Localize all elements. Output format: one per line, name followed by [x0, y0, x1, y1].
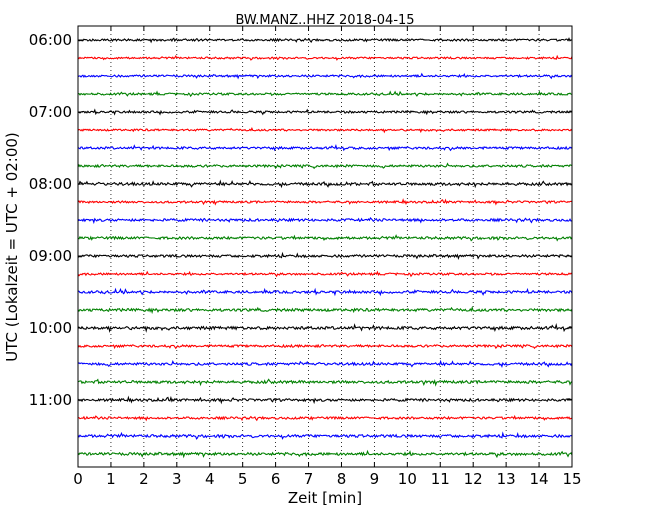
y-axis: 06:00 07:00 08:00 09:00 10:00 11:00 [29, 31, 572, 409]
trace-1015 [77, 343, 573, 350]
trace-0630 [77, 72, 573, 80]
trace-0845 [77, 234, 573, 242]
y-tick-label: 06:00 [29, 31, 72, 49]
y-tick-label: 10:00 [29, 319, 72, 337]
y-tick-label: 07:00 [29, 103, 72, 121]
x-tick-label: 13 [497, 470, 516, 488]
y-tick-label: 09:00 [29, 247, 72, 265]
x-tick-label: 8 [337, 470, 347, 488]
trace-0615 [77, 54, 573, 61]
x-tick-label: 7 [304, 470, 314, 488]
x-tick-label: 2 [139, 470, 149, 488]
trace-1130 [77, 431, 573, 440]
x-tick-label: 0 [73, 470, 83, 488]
x-tick-label: 10 [398, 470, 417, 488]
trace-0600 [77, 37, 573, 44]
trace-1030 [77, 359, 573, 368]
traces [77, 37, 573, 459]
trace-0945 [77, 305, 573, 315]
x-tick-label: 12 [464, 470, 483, 488]
grid [110, 26, 540, 467]
x-tick-label: 9 [370, 470, 380, 488]
x-tick-label: 11 [431, 470, 450, 488]
x-tick-label: 15 [562, 470, 581, 488]
trace-1145 [77, 449, 573, 459]
plot-frame [77, 25, 573, 468]
x-tick-label: 6 [271, 470, 281, 488]
x-tick-label: 3 [172, 470, 182, 488]
trace-0715 [77, 127, 573, 134]
y-tick-label: 11:00 [29, 391, 72, 409]
chart-title: BW.MANZ..HHZ 2018-04-15 [235, 13, 414, 28]
trace-0915 [77, 270, 573, 278]
trace-0815 [77, 198, 573, 206]
trace-0730 [77, 144, 573, 152]
trace-1115 [77, 414, 573, 422]
trace-1100 [77, 395, 573, 405]
x-tick-label: 1 [106, 470, 116, 488]
x-axis: 0 1 2 3 4 5 6 7 8 9 10 11 12 13 14 15 [73, 26, 582, 488]
trace-1045 [77, 378, 573, 387]
x-tick-label: 5 [238, 470, 248, 488]
trace-0830 [77, 217, 573, 225]
trace-0900 [77, 251, 573, 261]
trace-0745 [77, 162, 573, 170]
y-axis-label: UTC (Lokalzeit = UTC + 02:00) [3, 132, 21, 362]
trace-0800 [77, 179, 573, 189]
x-axis-label: Zeit [min] [288, 489, 362, 507]
x-tick-label: 14 [530, 470, 549, 488]
x-tick-label: 4 [205, 470, 215, 488]
trace-1000 [77, 323, 573, 334]
trace-0645 [77, 90, 573, 98]
y-tick-label: 08:00 [29, 175, 72, 193]
trace-0930 [77, 287, 573, 297]
trace-0700 [77, 108, 573, 116]
